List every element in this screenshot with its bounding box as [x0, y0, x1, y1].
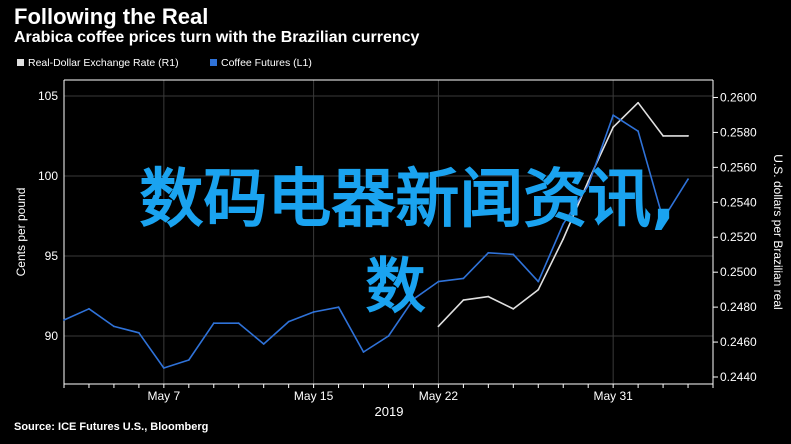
y-tick-right-label: 0.2560 — [720, 160, 757, 174]
series-point-coffee — [162, 367, 165, 369]
y-tick-right-label: 0.2600 — [720, 90, 757, 104]
series-point-coffee — [113, 325, 115, 328]
series-point-coffee — [512, 253, 515, 256]
series-point-coffee — [63, 319, 65, 321]
ticks-layer: 90 95 100 105 0.2440 0.2460 0.2480 0.2500 0.2520… — [38, 89, 757, 403]
series-point-coffee — [387, 335, 390, 337]
y-tick-left-label: 90 — [45, 329, 59, 343]
y-tick-right-label: 0.2480 — [720, 300, 757, 314]
series-point-coffee — [187, 359, 190, 361]
series-line-coffee — [63, 114, 689, 369]
chart-subtitle: Arabica coffee prices turn with the Braz… — [14, 29, 420, 46]
series-point-coffee — [437, 280, 440, 283]
series-point-real — [562, 238, 565, 240]
series-point-coffee — [562, 223, 565, 225]
series-point-real — [437, 325, 440, 328]
series-point-real — [687, 135, 689, 137]
series-point-coffee — [612, 114, 615, 117]
legend-swatch-coffee — [210, 59, 217, 66]
series-point-real — [512, 307, 515, 310]
x-axis-year-label: 2019 — [375, 404, 404, 419]
y-tick-left-label: 100 — [38, 169, 58, 183]
chart-title: Following the Real — [14, 4, 209, 29]
legend: Real-Dollar Exchange Rate (R1) Coffee Fu… — [17, 57, 312, 69]
series-point-coffee — [337, 306, 340, 309]
series-point-real — [637, 101, 640, 104]
series-point-coffee — [487, 251, 490, 254]
series-point-real — [487, 295, 490, 298]
x-tick-label: May 7 — [148, 389, 181, 403]
y-axis-left-label: Cents per pound — [14, 188, 28, 277]
series-point-coffee — [287, 320, 290, 323]
y-tick-right-label: 0.2460 — [720, 335, 757, 349]
series-point-coffee — [88, 307, 90, 310]
legend-label-coffee: Coffee Futures (L1) — [221, 57, 312, 69]
x-tick-label: May 22 — [419, 389, 459, 403]
series-point-coffee — [537, 280, 540, 283]
y-tick-right-label: 0.2540 — [720, 195, 757, 209]
series-layer — [63, 101, 689, 369]
y-tick-right-label: 0.2580 — [720, 125, 757, 139]
legend-label-real: Real-Dollar Exchange Rate (R1) — [28, 57, 179, 69]
series-point-coffee — [137, 331, 140, 334]
overlay-watermark-line1: 数码电器新闻资讯, — [139, 163, 676, 237]
series-point-real — [537, 288, 540, 291]
series-point-coffee — [262, 343, 265, 345]
series-point-coffee — [687, 178, 689, 181]
series-point-coffee — [362, 351, 365, 353]
series-point-real — [662, 135, 664, 137]
y-tick-left-label: 95 — [45, 249, 59, 263]
series-point-coffee — [662, 218, 664, 221]
x-tick-label: May 15 — [294, 389, 334, 403]
y-tick-left-label: 105 — [38, 89, 58, 103]
series-point-coffee — [312, 311, 315, 313]
legend-swatch-real — [17, 59, 24, 66]
y-tick-right-label: 0.2500 — [720, 265, 757, 279]
series-point-coffee — [587, 184, 590, 187]
series-point-real — [612, 126, 615, 129]
series-point-coffee — [212, 322, 215, 325]
overlay-watermark-line2: 数 — [365, 252, 426, 322]
series-point-coffee — [237, 322, 240, 325]
series-point-real — [587, 180, 590, 183]
series-point-coffee — [637, 130, 640, 133]
series-point-real — [462, 299, 465, 302]
y-tick-right-label: 0.2520 — [720, 230, 757, 244]
y-tick-right-label: 0.2440 — [720, 370, 757, 384]
y-axis-right-label: U.S. dollars per Brazilian real — [771, 154, 785, 309]
source-note: Source: ICE Futures U.S., Bloomberg — [14, 421, 209, 433]
series-point-coffee — [412, 298, 415, 301]
x-tick-label: May 31 — [593, 389, 633, 403]
series-point-coffee — [462, 277, 465, 280]
